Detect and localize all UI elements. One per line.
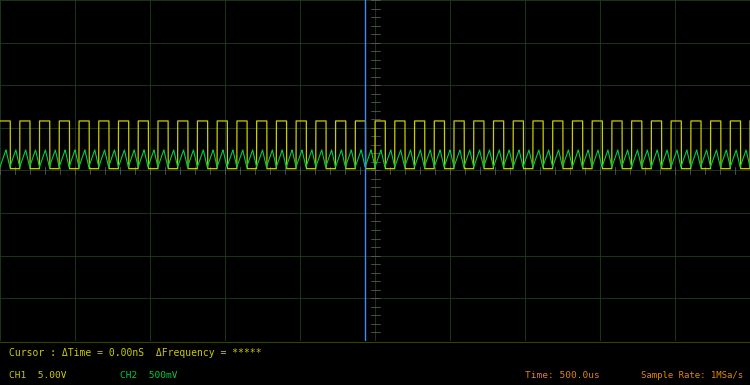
Text: Cursor : ΔTime = 0.00nS  ΔFrequency = *****: Cursor : ΔTime = 0.00nS ΔFrequency = ***… <box>9 348 262 358</box>
Text: Sample Rate: 1MSa/s: Sample Rate: 1MSa/s <box>641 371 743 380</box>
Text: Time: 500.0us: Time: 500.0us <box>525 371 600 380</box>
Text: CH2  500mV: CH2 500mV <box>120 371 178 380</box>
Text: CH1  5.00V: CH1 5.00V <box>9 371 67 380</box>
